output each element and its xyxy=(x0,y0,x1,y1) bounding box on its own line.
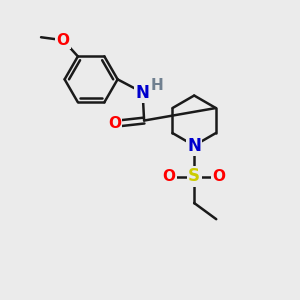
Text: O: O xyxy=(213,169,226,184)
Text: H: H xyxy=(151,78,164,93)
Text: O: O xyxy=(163,169,176,184)
Text: N: N xyxy=(136,84,150,102)
Text: N: N xyxy=(187,136,201,154)
Text: O: O xyxy=(57,33,70,48)
Text: O: O xyxy=(108,116,121,131)
Text: S: S xyxy=(188,167,200,185)
